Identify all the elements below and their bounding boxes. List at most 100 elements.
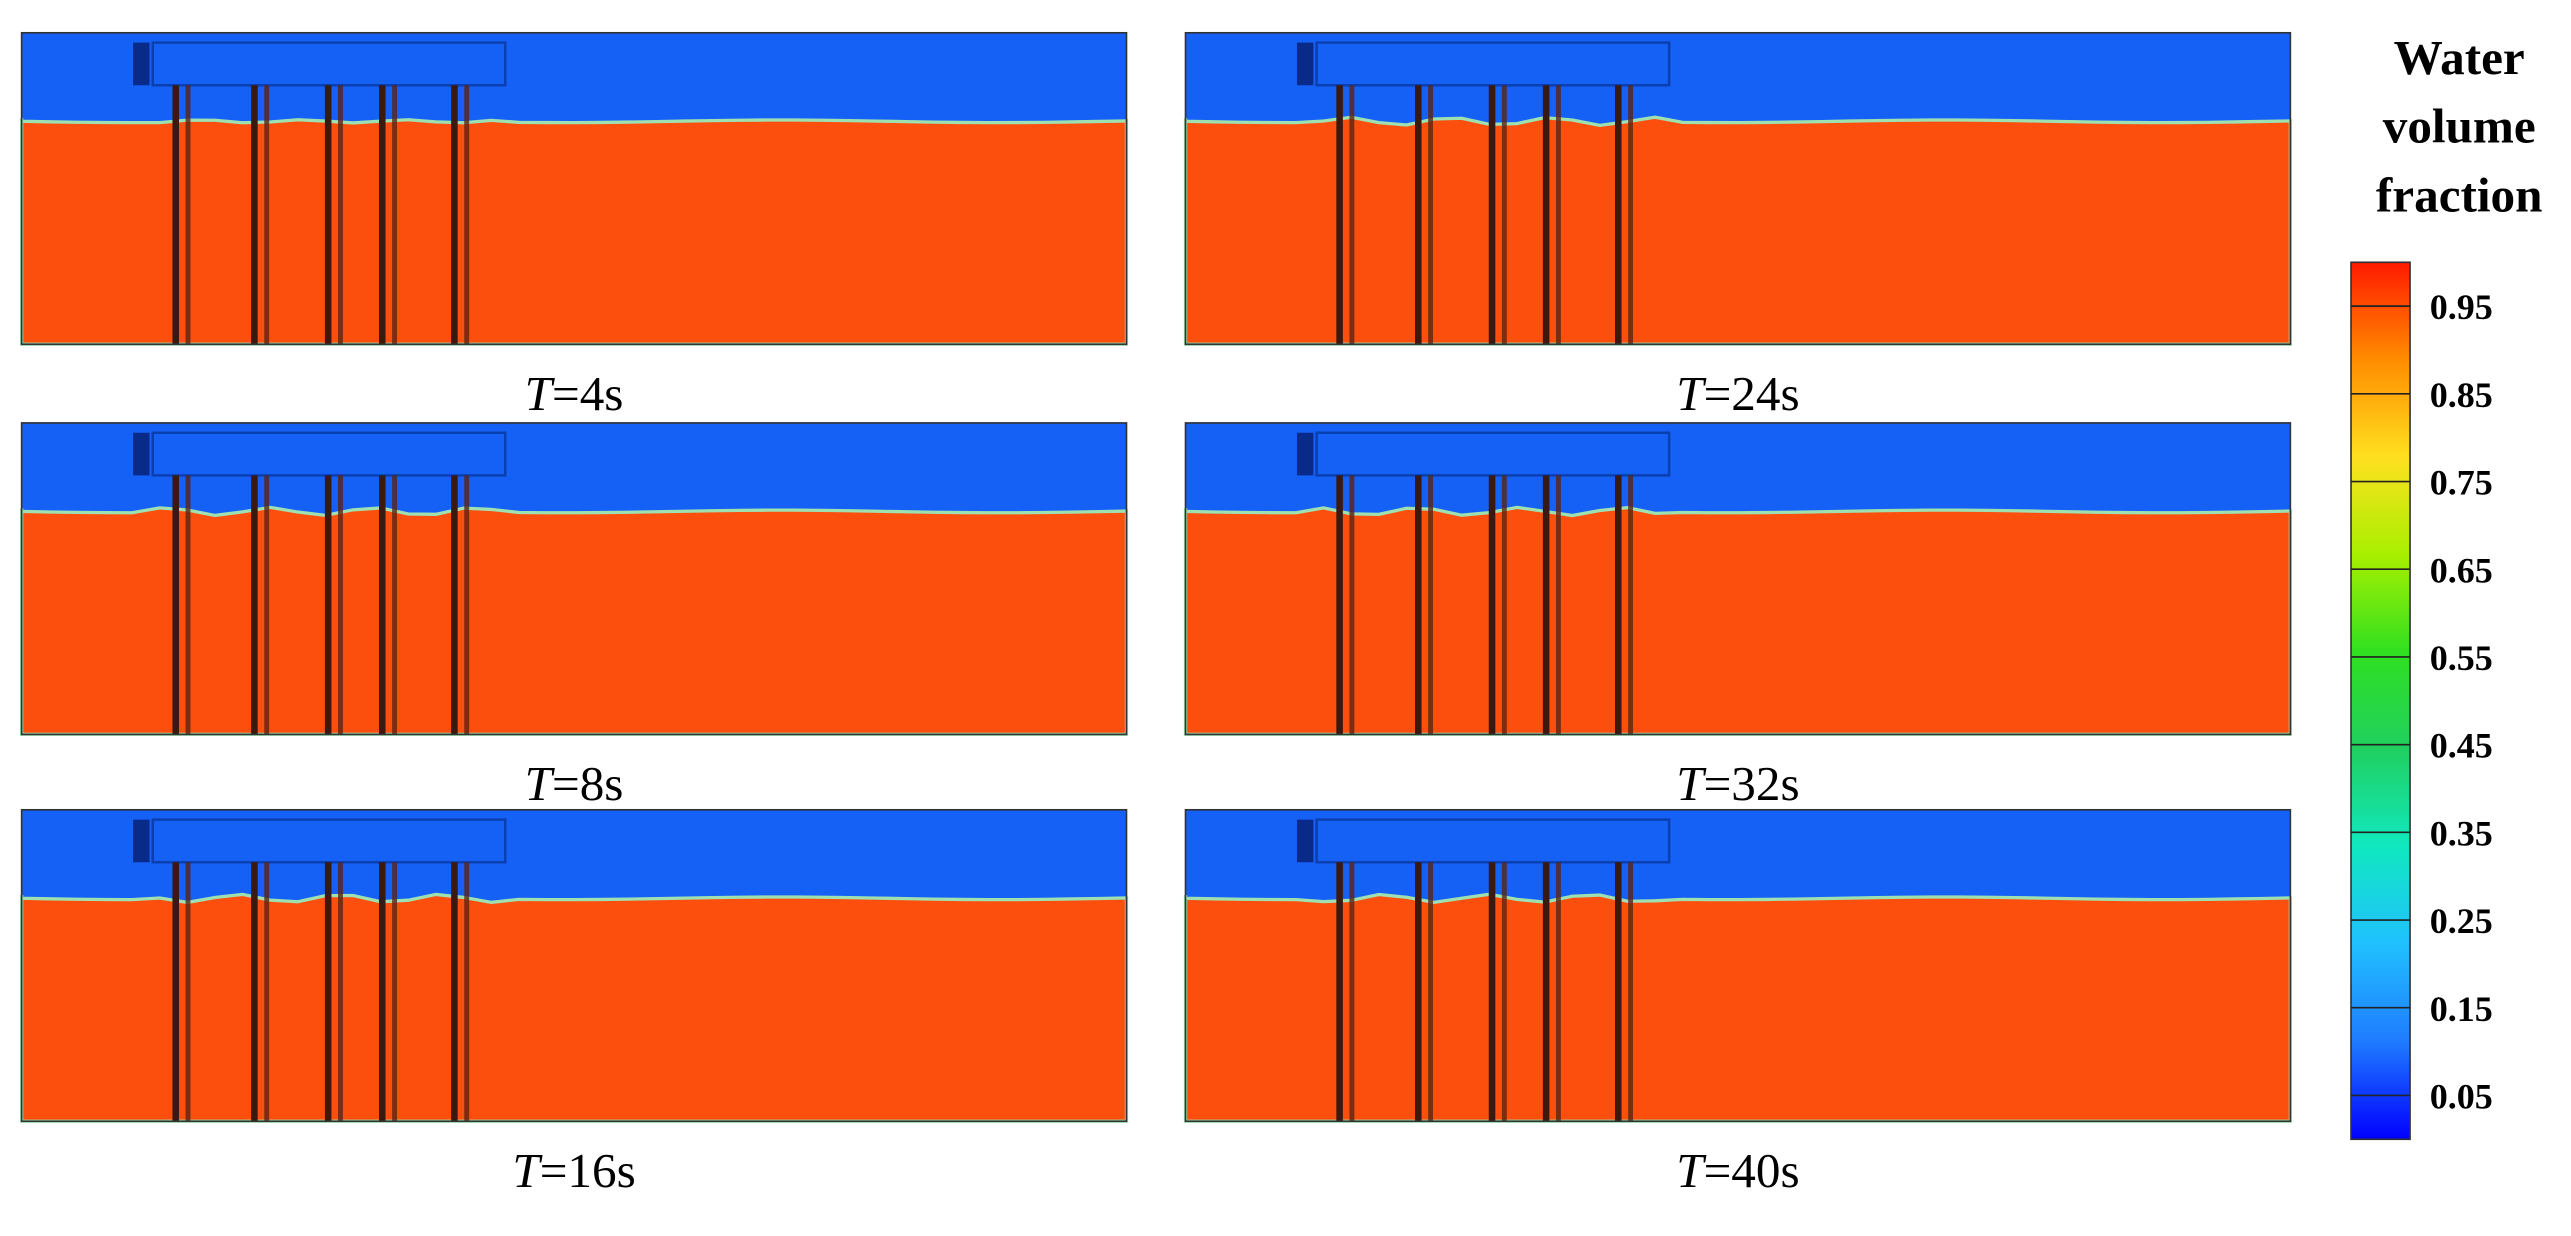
pile bbox=[1349, 85, 1355, 345]
pile bbox=[185, 85, 191, 345]
colorbar-title: volume bbox=[2383, 99, 2536, 154]
pile bbox=[1614, 862, 1622, 1122]
pile bbox=[172, 85, 180, 345]
pile bbox=[1336, 85, 1343, 345]
pile bbox=[185, 862, 191, 1122]
pile bbox=[1614, 475, 1622, 735]
pile bbox=[451, 475, 458, 735]
deck-end bbox=[1296, 819, 1314, 863]
water bbox=[1183, 505, 2293, 737]
panel: T=24s bbox=[1183, 31, 2293, 421]
water bbox=[19, 118, 1129, 346]
pile bbox=[464, 862, 470, 1122]
panel: T=32s bbox=[1183, 422, 2293, 811]
panel-frame bbox=[1184, 422, 2292, 736]
colorbar bbox=[2350, 261, 2411, 1141]
pile bbox=[1428, 85, 1434, 345]
panel-frame bbox=[1184, 31, 2292, 346]
colorbar-title: fraction bbox=[2376, 167, 2543, 222]
colorbar-tick-label: 0.55 bbox=[2430, 638, 2493, 678]
pile bbox=[1542, 475, 1550, 735]
pile bbox=[392, 85, 398, 345]
pile bbox=[338, 862, 343, 1122]
caption-time: =32s bbox=[1704, 756, 1800, 811]
pile bbox=[1336, 475, 1343, 735]
pile bbox=[1488, 85, 1496, 345]
pile bbox=[1542, 85, 1550, 345]
pile bbox=[251, 475, 258, 735]
deck-end bbox=[133, 819, 150, 863]
pile bbox=[1555, 862, 1561, 1122]
panel-frame bbox=[20, 31, 1128, 346]
water bbox=[1183, 115, 2293, 346]
pile bbox=[1349, 862, 1355, 1122]
colorbar-title: Water bbox=[2394, 30, 2525, 85]
colorbar-tick-label: 0.45 bbox=[2430, 726, 2493, 766]
caption-variable: T bbox=[525, 756, 556, 811]
water bbox=[19, 505, 1129, 737]
pile bbox=[1501, 475, 1507, 735]
pile bbox=[1628, 862, 1634, 1122]
water bbox=[19, 892, 1129, 1123]
panel-caption: T=32s bbox=[1676, 756, 1799, 811]
colorbar-tick-label: 0.95 bbox=[2430, 287, 2493, 327]
caption-time: =40s bbox=[1704, 1143, 1800, 1198]
pile bbox=[451, 862, 458, 1122]
caption-time: =4s bbox=[552, 366, 623, 421]
pile bbox=[1428, 862, 1434, 1122]
panel-caption: T=40s bbox=[1676, 1143, 1799, 1198]
pile bbox=[324, 475, 332, 735]
pile bbox=[1415, 475, 1422, 735]
caption-time: =16s bbox=[540, 1143, 636, 1198]
pile bbox=[1336, 862, 1343, 1122]
pile bbox=[172, 862, 180, 1122]
pile bbox=[1555, 475, 1561, 735]
panel-frame bbox=[1184, 808, 2292, 1123]
pile bbox=[1349, 475, 1355, 735]
pile bbox=[451, 85, 458, 345]
water bbox=[1183, 892, 2293, 1123]
pile bbox=[1555, 85, 1561, 345]
deck-end bbox=[133, 42, 150, 86]
caption-variable: T bbox=[1676, 756, 1707, 811]
caption-time: =8s bbox=[552, 756, 623, 811]
pile bbox=[338, 85, 343, 345]
pile bbox=[172, 475, 180, 735]
panel: T=8s bbox=[19, 422, 1129, 811]
pile bbox=[378, 862, 386, 1122]
pile bbox=[378, 475, 386, 735]
pile bbox=[264, 85, 270, 345]
pile bbox=[1628, 475, 1634, 735]
caption-variable: T bbox=[1676, 1143, 1707, 1198]
pile bbox=[264, 475, 270, 735]
panel-frame bbox=[20, 422, 1128, 736]
colorbar-tick-label: 0.15 bbox=[2430, 989, 2493, 1029]
pile bbox=[185, 475, 191, 735]
panel-caption: T=4s bbox=[525, 366, 624, 421]
colorbar-tick-label: 0.35 bbox=[2430, 813, 2493, 853]
panel: T=4s bbox=[19, 31, 1129, 421]
pile bbox=[1628, 85, 1634, 345]
pile bbox=[464, 85, 470, 345]
pile bbox=[1614, 85, 1622, 345]
caption-time: =24s bbox=[1704, 366, 1800, 421]
colorbar-tick-label: 0.25 bbox=[2430, 901, 2493, 941]
colorbar-tick-label: 0.05 bbox=[2430, 1077, 2493, 1117]
pile bbox=[464, 475, 470, 735]
colorbar-tick-label: 0.75 bbox=[2430, 463, 2493, 503]
pile bbox=[251, 85, 258, 345]
caption-variable: T bbox=[525, 366, 556, 421]
pile bbox=[1428, 475, 1434, 735]
pile bbox=[1488, 862, 1496, 1122]
caption-variable: T bbox=[512, 1143, 543, 1198]
pile bbox=[251, 862, 258, 1122]
pile bbox=[392, 475, 398, 735]
caption-variable: T bbox=[1676, 366, 1707, 421]
pile bbox=[1501, 85, 1507, 345]
pile bbox=[1415, 862, 1422, 1122]
panel: T=40s bbox=[1183, 808, 2293, 1198]
pile bbox=[378, 85, 386, 345]
pile bbox=[1542, 862, 1550, 1122]
